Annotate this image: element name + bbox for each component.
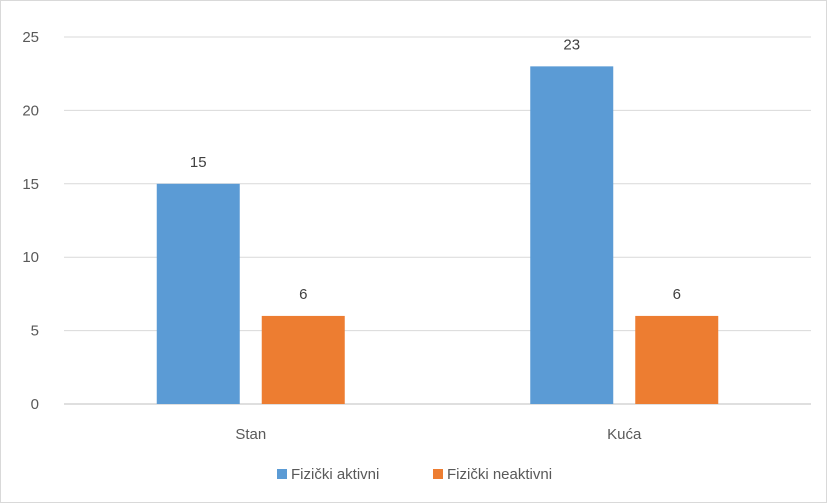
legend[interactable]: Fizički aktivni Fizički neaktivni <box>277 466 552 483</box>
y-tick-label: 5 <box>31 323 39 340</box>
y-tick-label: 0 <box>31 396 39 413</box>
bar-active-0[interactable] <box>156 183 240 404</box>
data-label: 15 <box>190 154 207 171</box>
y-axis: 0 5 10 15 20 25 <box>22 29 39 413</box>
legend-label: Fizički neaktivni <box>447 466 552 483</box>
x-category-label: Kuća <box>607 426 642 443</box>
y-tick-label: 10 <box>22 249 39 266</box>
x-axis: Stan Kuća <box>235 426 642 443</box>
legend-label: Fizički aktivni <box>291 466 379 483</box>
bar-inactive-1[interactable] <box>635 315 719 404</box>
y-tick-label: 20 <box>22 102 39 119</box>
data-label: 23 <box>563 36 580 53</box>
legend-swatch <box>433 469 443 479</box>
y-tick-label: 25 <box>22 29 39 46</box>
bar-inactive-0[interactable] <box>261 315 345 404</box>
data-label: 6 <box>673 286 681 303</box>
legend-item-inactive[interactable]: Fizički neaktivni <box>433 466 552 483</box>
legend-item-active[interactable]: Fizički aktivni <box>277 466 379 483</box>
data-label: 6 <box>299 286 307 303</box>
legend-swatch <box>277 469 287 479</box>
y-tick-label: 15 <box>22 176 39 193</box>
x-category-label: Stan <box>235 426 266 443</box>
bars <box>156 66 719 405</box>
data-labels: 15 6 23 6 <box>190 36 681 303</box>
bar-active-1[interactable] <box>530 66 614 405</box>
